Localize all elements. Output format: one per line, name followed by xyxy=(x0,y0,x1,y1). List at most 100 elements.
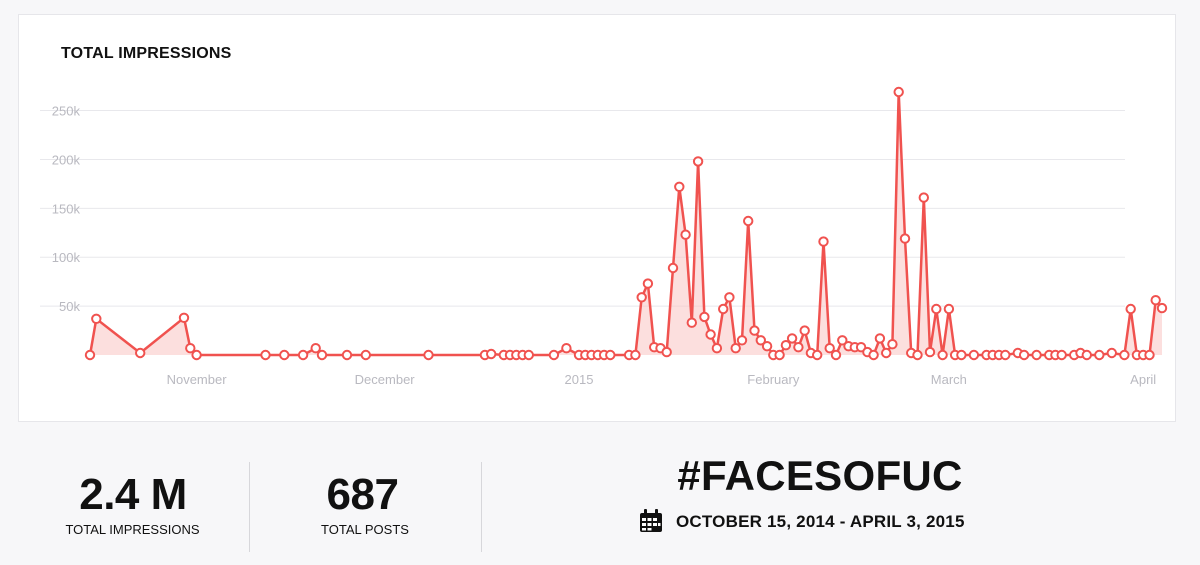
data-point[interactable] xyxy=(692,156,704,167)
data-point[interactable] xyxy=(191,349,202,361)
data-point[interactable] xyxy=(780,340,792,351)
x-tick-label: April xyxy=(1130,372,1156,387)
data-point[interactable] xyxy=(310,343,321,354)
data-point[interactable] xyxy=(761,341,773,352)
data-point[interactable] xyxy=(1094,349,1105,361)
data-point[interactable] xyxy=(718,303,729,315)
data-point[interactable] xyxy=(818,236,829,247)
data-point[interactable] xyxy=(1081,349,1093,361)
data-point[interactable] xyxy=(912,349,923,361)
data-point[interactable] xyxy=(423,349,434,361)
data-point[interactable] xyxy=(868,349,879,361)
data-point[interactable] xyxy=(636,292,647,303)
data-point[interactable] xyxy=(968,349,980,361)
data-point[interactable] xyxy=(360,349,371,361)
data-point[interactable] xyxy=(486,348,497,360)
data-point[interactable] xyxy=(630,349,641,361)
x-tick-label: March xyxy=(931,372,967,387)
y-tick-label: 200k xyxy=(52,152,81,167)
data-point[interactable] xyxy=(1106,347,1118,359)
campaign-date-range: OCTOBER 15, 2014 - APRIL 3, 2015 xyxy=(676,512,965,531)
data-point[interactable] xyxy=(699,311,710,323)
data-point[interactable] xyxy=(824,343,835,354)
data-point[interactable] xyxy=(830,349,842,361)
chart-title: TOTAL IMPRESSIONS xyxy=(61,45,232,62)
impressions-line-chart: 50k 100k 150k 200k 250k November December 2015… xyxy=(40,86,1168,387)
data-point[interactable] xyxy=(686,317,697,328)
data-point[interactable] xyxy=(316,349,328,361)
data-point[interactable] xyxy=(724,292,735,303)
data-point[interactable] xyxy=(523,349,534,361)
data-point[interactable] xyxy=(956,349,967,361)
data-point[interactable] xyxy=(793,342,804,353)
data-point[interactable] xyxy=(924,346,936,358)
data-point[interactable] xyxy=(260,349,271,361)
series-area xyxy=(90,92,1162,355)
data-point[interactable] xyxy=(279,349,290,361)
data-point[interactable] xyxy=(943,303,955,315)
data-point[interactable] xyxy=(837,335,848,346)
data-point[interactable] xyxy=(135,347,146,359)
total-impressions-value: 2.4 M xyxy=(79,470,187,519)
data-point[interactable] xyxy=(1018,349,1030,361)
y-tick-label: 250k xyxy=(52,104,81,119)
data-point[interactable] xyxy=(1031,349,1042,361)
data-point[interactable] xyxy=(84,349,96,361)
data-point[interactable] xyxy=(561,343,572,354)
campaign-hashtag: #FACESOFUC xyxy=(677,452,963,499)
data-point[interactable] xyxy=(1000,349,1011,361)
data-point[interactable] xyxy=(730,343,741,354)
data-point[interactable] xyxy=(755,335,766,346)
data-point[interactable] xyxy=(661,346,672,358)
data-point[interactable] xyxy=(674,181,685,193)
series-line xyxy=(88,90,1163,357)
x-tick-label: 2015 xyxy=(565,372,594,387)
total-impressions-label: TOTAL IMPRESSIONS xyxy=(65,522,200,537)
data-point[interactable] xyxy=(887,339,898,350)
data-point[interactable] xyxy=(918,192,929,203)
data-point[interactable] xyxy=(1150,295,1161,306)
data-point[interactable] xyxy=(799,325,810,336)
x-tick-label: February xyxy=(747,372,800,387)
data-point[interactable] xyxy=(1125,303,1136,315)
total-posts-label: TOTAL POSTS xyxy=(321,522,409,537)
stats-divider xyxy=(481,462,482,552)
y-tick-label: 150k xyxy=(52,201,81,216)
data-point[interactable] xyxy=(605,349,616,361)
data-point[interactable] xyxy=(743,215,754,227)
data-point[interactable] xyxy=(642,278,654,289)
data-point[interactable] xyxy=(736,335,748,346)
x-axis-ticks: November December 2015 February March April xyxy=(167,372,1157,387)
data-point[interactable] xyxy=(881,347,892,359)
data-point[interactable] xyxy=(774,349,785,361)
data-point[interactable] xyxy=(178,312,190,323)
y-tick-label: 100k xyxy=(52,250,81,265)
grid-lines xyxy=(40,110,1125,307)
y-axis-ticks: 50k 100k 150k 200k 250k xyxy=(52,104,81,315)
data-point[interactable] xyxy=(297,349,309,361)
stats-divider xyxy=(249,462,250,552)
data-point[interactable] xyxy=(1156,302,1168,314)
data-point[interactable] xyxy=(185,343,196,354)
data-point[interactable] xyxy=(899,233,911,244)
data-point[interactable] xyxy=(680,229,691,240)
data-point[interactable] xyxy=(931,303,942,315)
total-posts-value: 687 xyxy=(326,470,399,519)
data-point[interactable] xyxy=(1119,349,1130,361)
data-point[interactable] xyxy=(1144,349,1155,361)
data-point[interactable] xyxy=(91,313,102,324)
data-point[interactable] xyxy=(874,333,886,344)
data-point[interactable] xyxy=(341,349,353,361)
data-point[interactable] xyxy=(705,329,716,340)
data-point[interactable] xyxy=(1056,349,1067,361)
data-point[interactable] xyxy=(711,343,723,354)
data-point[interactable] xyxy=(749,325,760,336)
series-points xyxy=(84,86,1168,361)
data-point[interactable] xyxy=(937,349,948,361)
data-point[interactable] xyxy=(812,349,823,361)
data-point[interactable] xyxy=(786,333,798,344)
data-point[interactable] xyxy=(667,262,679,274)
data-point[interactable] xyxy=(548,349,560,361)
y-tick-label: 50k xyxy=(59,299,80,314)
data-point[interactable] xyxy=(893,86,904,98)
